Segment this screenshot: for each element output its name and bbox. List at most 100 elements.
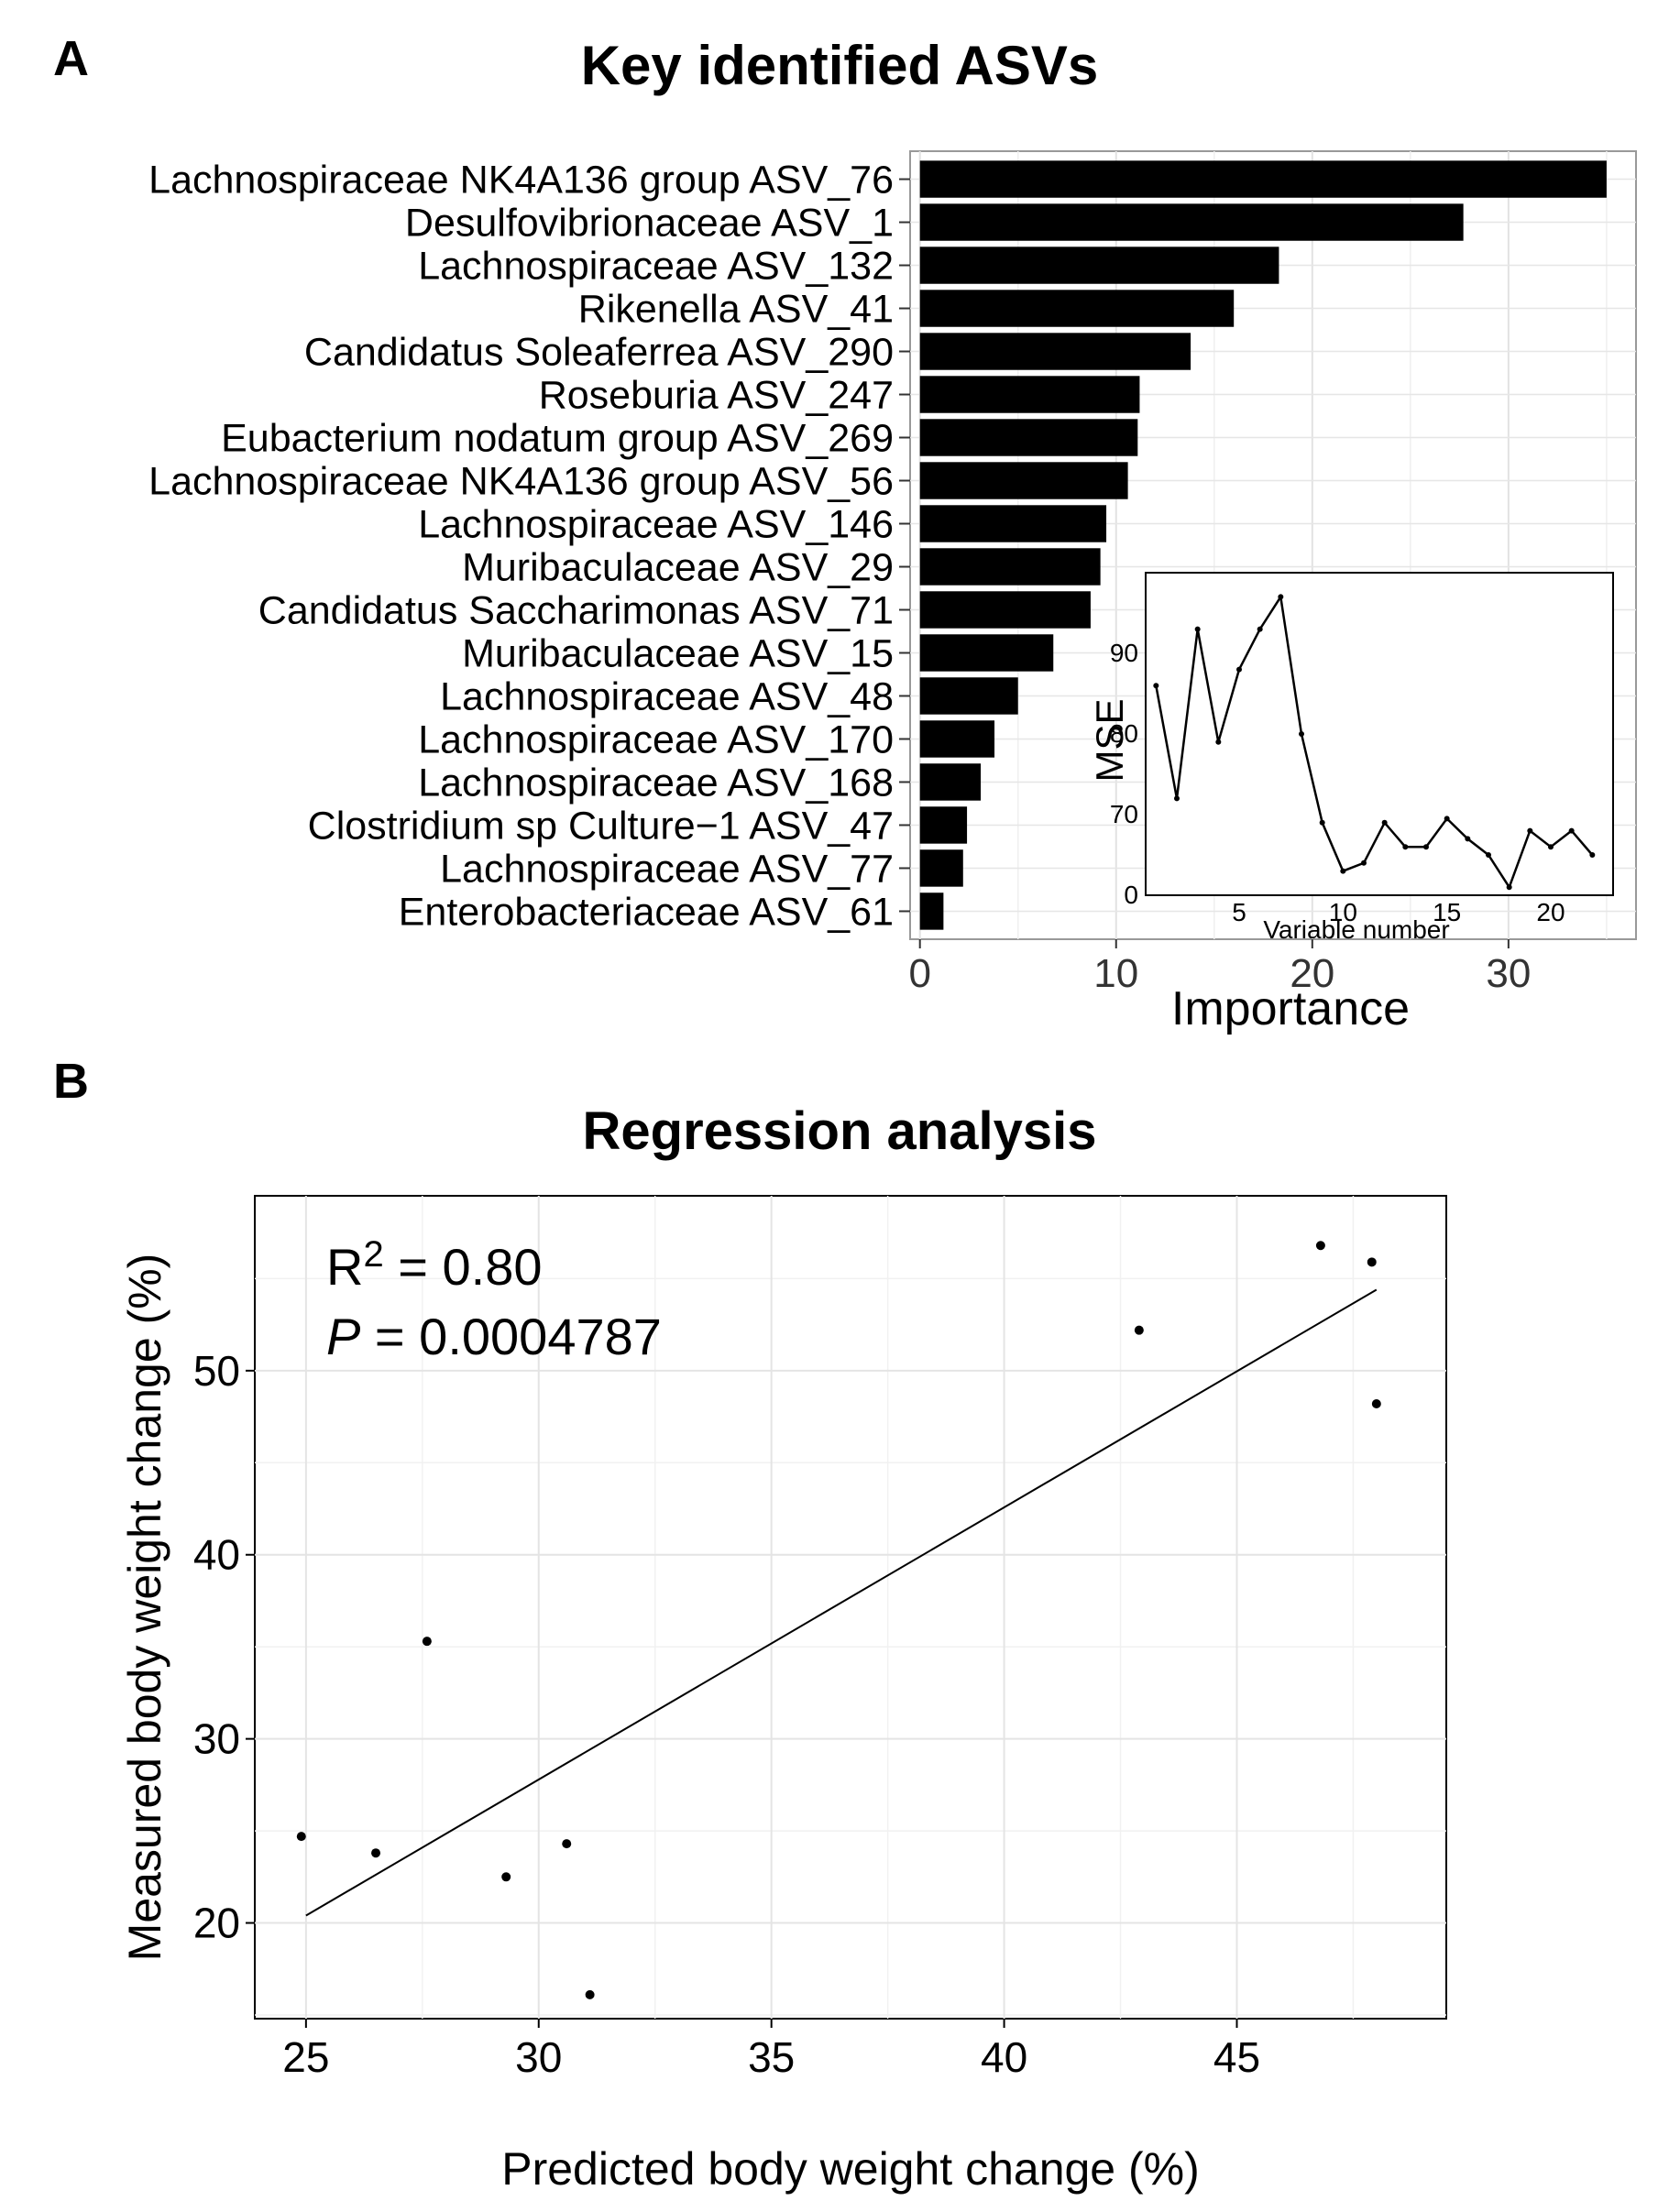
bar-chart-x-ticks: 0 10 20 30 [908,939,1531,996]
regression-line [305,1288,1378,1917]
bar-category-label: Lachnospiraceae NK4A136 group ASV_76 [148,159,894,203]
bar [919,591,1091,629]
scatter-x-tick-label: 25 [282,2033,329,2081]
scatter-y-tick-label: 30 [193,1715,240,1763]
bar [919,806,968,844]
mse-inset-frame [1145,572,1614,896]
bar [919,419,1138,456]
bar-chart-x-tick-label: 20 [1290,951,1334,996]
mse-inset-y-tick-label: 90 [1110,639,1138,667]
bar-chart-x-axis-label: Importance [1171,982,1410,1035]
mse-inset-y-ticks: 0 70 80 90 [1110,639,1138,909]
mse-inset-point [1589,852,1596,858]
mse-inset-y-tick-label: 80 [1110,719,1138,748]
bar [919,634,1054,672]
mse-inset-points [1153,594,1596,891]
scatter-point [296,1832,306,1842]
bar [919,203,1464,241]
mse-inset-point [1194,626,1201,632]
mse-inset-line [1155,593,1594,890]
mse-inset-point [1299,731,1304,737]
mse-inset-point [1340,868,1346,874]
bar-category-label: Lachnospiraceae ASV_146 [418,503,894,547]
scatter-point [1315,1241,1325,1251]
bar [919,849,963,887]
mse-inset: 0 70 80 90 5 10 15 20 MSE Variable number [1088,572,1614,944]
bar-category-label: Enterobacteriaceae ASV_61 [399,890,894,934]
mse-inset-x-axis-label: Variable number [1263,915,1449,944]
scatter-point [585,1989,595,1999]
bar [919,720,995,758]
mse-inset-point [1548,844,1554,850]
mse-inset-point [1257,626,1263,632]
bar-chart-bars [919,160,1607,930]
p-value-symbol: P [326,1308,360,1365]
bar-category-label: Lachnospiraceae ASV_170 [418,717,894,761]
mse-inset-point [1486,852,1491,858]
mse-inset-point [1465,836,1471,842]
bar [919,160,1607,198]
bar [919,290,1235,327]
p-value-annotation: P = 0.0004787 [326,1308,662,1365]
mse-inset-point [1381,819,1388,826]
bar [919,505,1107,542]
r-squared-symbol: R [326,1238,363,1296]
r-squared-annotation: R2 = 0.80 [326,1234,543,1296]
scatter-point [1134,1325,1144,1335]
bar-chart-x-tick-label: 30 [1486,951,1531,996]
mse-inset-point [1319,819,1325,826]
mse-inset-point [1215,739,1222,745]
scatter-point [501,1872,511,1882]
mse-inset-point [1174,795,1180,802]
scatter-x-tick-label: 30 [515,2033,562,2081]
bar-chart-x-tick-label: 0 [908,951,930,996]
chart-b-title: Regression analysis [583,1101,1097,1161]
r-squared-superscript: 2 [363,1234,383,1275]
mse-inset-x-tick-label: 15 [1433,898,1461,926]
bar [919,333,1191,370]
scatter-gridlines [255,1196,1446,2019]
scatter-x-tick-label: 40 [981,2033,1027,2081]
mse-inset-y-tick-label: 70 [1110,800,1138,828]
bar [919,892,944,930]
mse-inset-point [1423,844,1429,850]
chart-a-title: Key identified ASVs [581,35,1099,96]
bar-category-label: Eubacterium nodatum group ASV_269 [221,417,894,461]
bar-category-label: Candidatus Soleaferrea ASV_290 [304,331,894,375]
mse-inset-point [1278,594,1284,600]
panel-a-label: A [53,31,89,86]
scatter-points [296,1241,1381,1999]
scatter-plot: 25 30 35 40 45 20 30 40 50 R2 = 0.80 P = 0.0004… [119,1195,1447,2195]
bar [919,376,1140,413]
mse-inset-point [1527,827,1533,834]
mse-inset-point [1568,827,1575,834]
scatter-frame [254,1195,1447,2020]
mse-inset-y-axis-label: MSE [1088,698,1131,782]
bar [919,246,1279,284]
bar-chart-category-labels: Lachnospiraceae NK4A136 group ASV_76Desu… [148,159,910,934]
bar [919,462,1128,499]
scatter-y-tick-label: 40 [193,1531,240,1579]
scatter-x-tick-label: 35 [748,2033,795,2081]
scatter-point [1367,1257,1377,1267]
mse-inset-y-tick-label: 0 [1124,881,1138,909]
mse-inset-point [1506,884,1512,891]
scatter-point [1371,1399,1381,1409]
scatter-point [371,1848,381,1858]
bar-category-label: Lachnospiraceae NK4A136 group ASV_56 [148,460,894,504]
scatter-y-axis-label: Measured body weight change (%) [119,1254,170,1962]
scatter-x-ticks: 25 30 35 40 45 [282,2019,1260,2081]
bar-category-label: Muribaculaceae ASV_29 [462,545,894,589]
scatter-y-ticks: 20 30 40 50 [193,1347,255,1947]
scatter-y-tick-label: 20 [193,1900,240,1947]
bar-category-label: Lachnospiraceae ASV_48 [440,674,894,718]
bar-category-label: Lachnospiraceae ASV_168 [418,761,894,805]
mse-inset-x-ticks: 5 10 15 20 [1232,898,1565,926]
mse-inset-point [1402,844,1409,850]
scatter-point [562,1839,572,1849]
scatter-y-tick-label: 50 [193,1347,240,1395]
bar-category-label: Lachnospiraceae ASV_77 [440,847,894,891]
mse-inset-point [1361,860,1367,866]
scatter-x-tick-label: 45 [1213,2033,1260,2081]
r-squared-value: = 0.80 [384,1238,543,1296]
